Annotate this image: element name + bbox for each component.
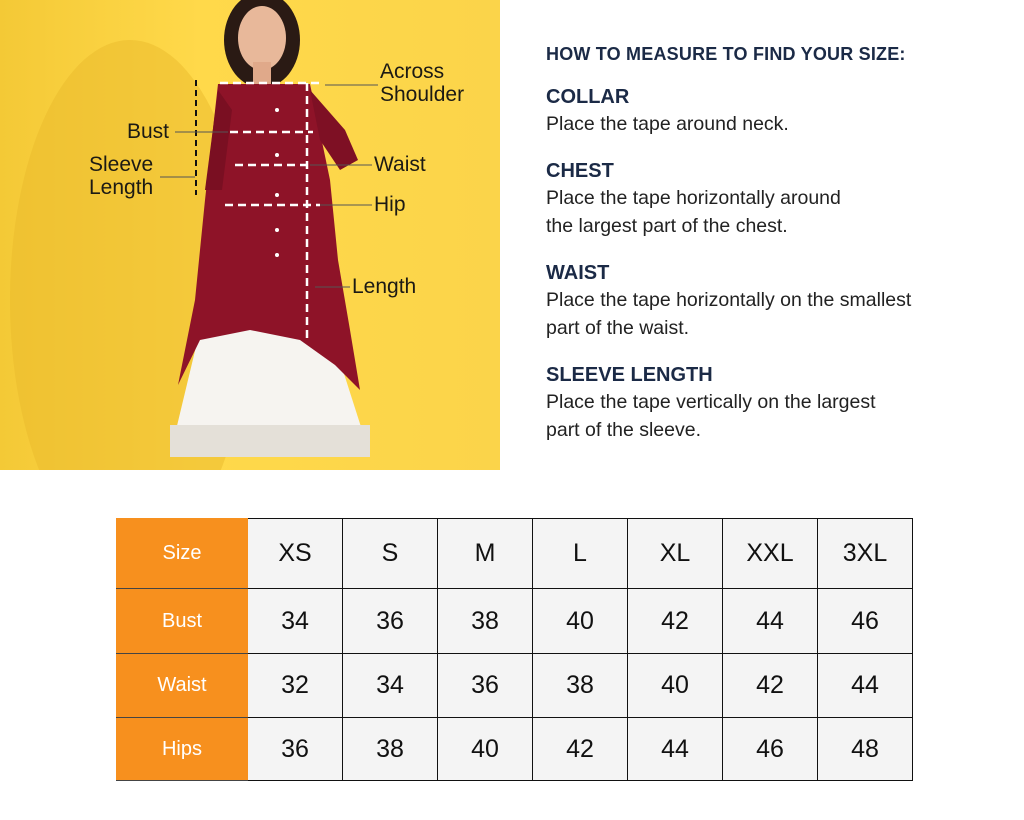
row-header: Hips [116, 717, 248, 781]
guide-section-waist: WAIST Place the tape horizontally on the … [546, 260, 911, 342]
table-cell: 32 [247, 653, 343, 718]
section-heading: SLEEVE LENGTH [546, 364, 713, 386]
table-cell: 44 [627, 717, 723, 781]
table-cell: 44 [722, 588, 818, 654]
table-row: Hips 36 38 40 42 44 46 48 [116, 717, 913, 781]
table-cell: 34 [247, 588, 343, 654]
label-waist: Waist [374, 153, 426, 176]
table-cell: 42 [722, 653, 818, 718]
table-cell: XXL [722, 518, 818, 589]
guide-section-sleeve-length: SLEEVE LENGTH Place the tape vertically o… [546, 362, 911, 444]
section-text: Place the tape horizontally around the l… [546, 187, 841, 237]
size-chart-table: Size XS S M L XL XXL 3XL Bust 34 36 38 40 42 44 46 Waist… [116, 518, 913, 781]
table-cell: 40 [532, 588, 628, 654]
table-cell: 36 [342, 588, 438, 654]
table-cell: 3XL [817, 518, 913, 589]
table-cell: 38 [437, 588, 533, 654]
section-text: Place the tape vertically on the largest… [546, 391, 876, 441]
row-header: Size [116, 518, 248, 589]
table-cell: 48 [817, 717, 913, 781]
table-cell: 34 [342, 653, 438, 718]
table-cell: 38 [532, 653, 628, 718]
table-row: Bust 34 36 38 40 42 44 46 [116, 588, 913, 654]
label-hip: Hip [374, 193, 406, 216]
row-header: Bust [116, 588, 248, 654]
section-heading: COLLAR [546, 86, 630, 108]
table-cell: XS [247, 518, 343, 589]
guide-section-collar: COLLAR Place the tape around neck. [546, 84, 911, 138]
table-cell: XL [627, 518, 723, 589]
label-length: Length [352, 275, 417, 298]
label-bust: Bust [127, 120, 170, 143]
table-cell: 42 [627, 588, 723, 654]
model-figure: Across Shoulder Bust Sleeve Length Waist… [0, 0, 500, 470]
row-header: Waist [116, 653, 248, 718]
section-heading: WAIST [546, 262, 610, 284]
table-cell: M [437, 518, 533, 589]
table-cell: S [342, 518, 438, 589]
table-cell: 46 [722, 717, 818, 781]
guide-section-chest: CHEST Place the tape horizontally around … [546, 158, 911, 240]
table-cell: 46 [817, 588, 913, 654]
section-text: Place the tape horizontally on the small… [546, 289, 912, 339]
section-text: Place the tape around neck. [546, 113, 789, 135]
table-cell: L [532, 518, 628, 589]
table-cell: 38 [342, 717, 438, 781]
measure-guide: HOW TO MEASURE TO FIND YOUR SIZE: COLLAR… [546, 44, 911, 464]
table-cell: 40 [437, 717, 533, 781]
label-sleeve-length: Sleeve Length [89, 153, 154, 199]
section-heading: CHEST [546, 160, 614, 182]
guide-title: HOW TO MEASURE TO FIND YOUR SIZE: [546, 44, 906, 64]
table-cell: 36 [247, 717, 343, 781]
table-row: Size XS S M L XL XXL 3XL [116, 518, 913, 589]
table-cell: 44 [817, 653, 913, 718]
model-illustration [10, 0, 378, 470]
table-row: Waist 32 34 36 38 40 42 44 [116, 653, 913, 718]
label-across-shoulder: Across Shoulder [380, 60, 465, 106]
table-cell: 40 [627, 653, 723, 718]
table-cell: 36 [437, 653, 533, 718]
table-cell: 42 [532, 717, 628, 781]
